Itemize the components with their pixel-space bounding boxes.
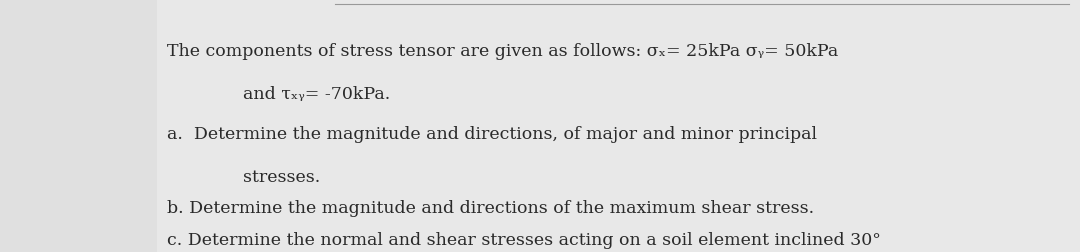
Text: stresses.: stresses. [243, 169, 321, 186]
Text: The components of stress tensor are given as follows: σₓ= 25kPa σᵧ= 50kPa: The components of stress tensor are give… [167, 43, 839, 60]
Text: a.  Determine the magnitude and directions, of major and minor principal: a. Determine the magnitude and direction… [167, 126, 818, 143]
Text: c. Determine the normal and shear stresses acting on a soil element inclined 30°: c. Determine the normal and shear stress… [167, 232, 881, 249]
Text: b. Determine the magnitude and directions of the maximum shear stress.: b. Determine the magnitude and direction… [167, 200, 814, 217]
Bar [0, 0, 157, 252]
Text: and τₓᵧ= -70kPa.: and τₓᵧ= -70kPa. [243, 86, 390, 103]
